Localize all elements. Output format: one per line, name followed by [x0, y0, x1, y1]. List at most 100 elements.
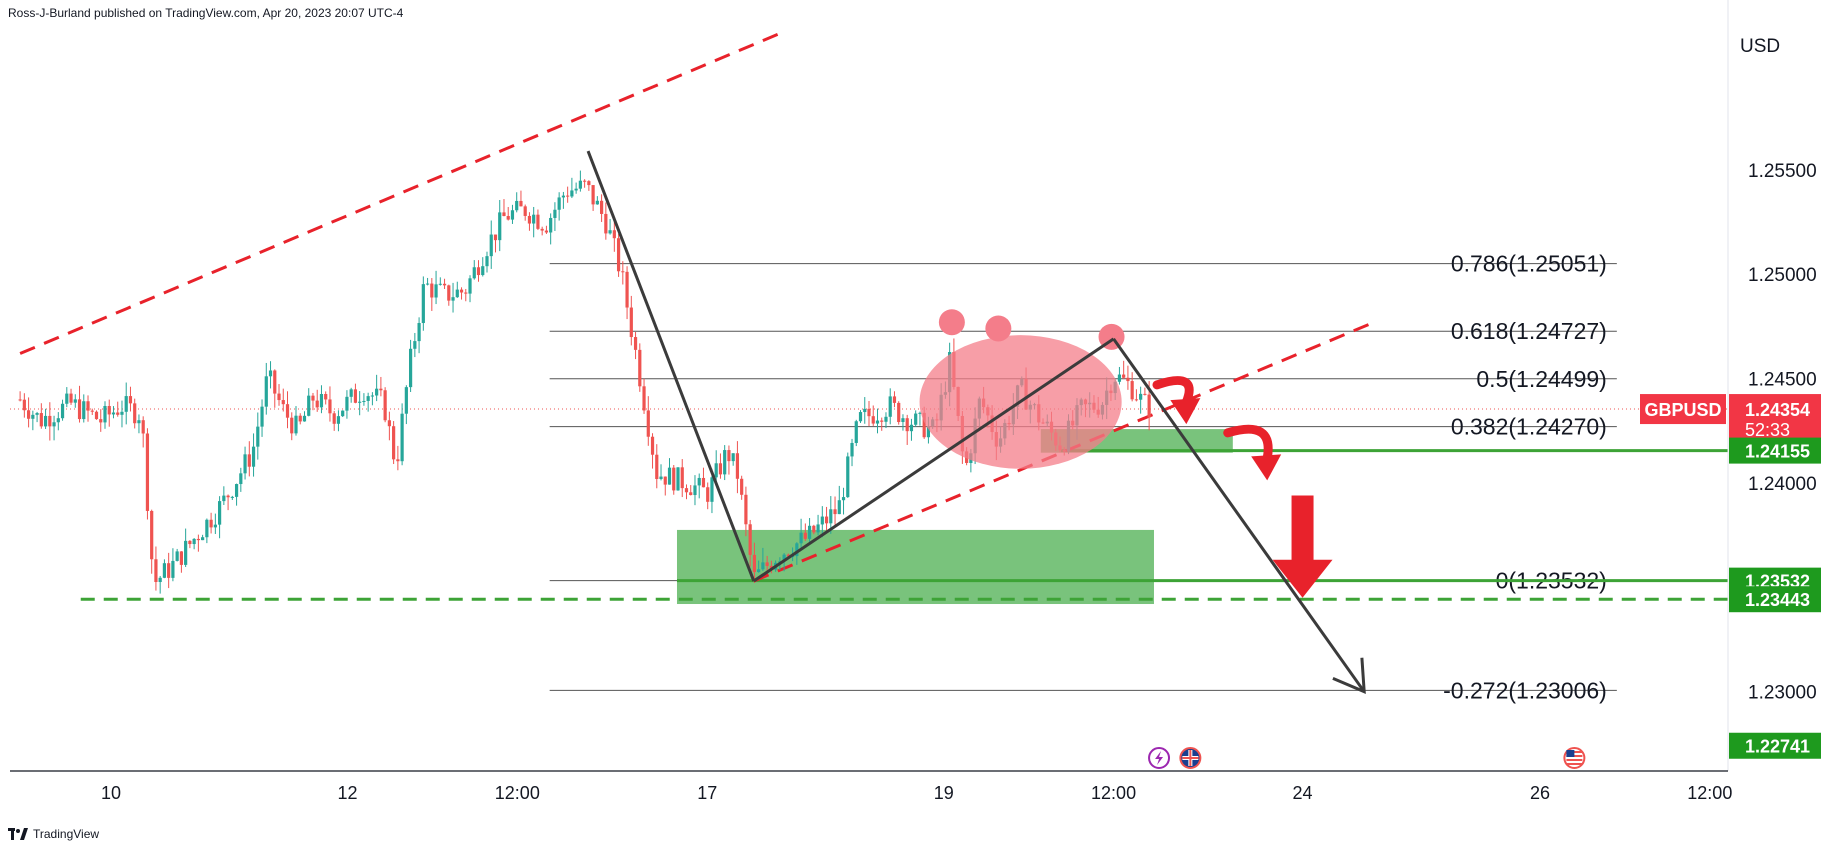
candle-body: [298, 415, 302, 422]
candle-body: [22, 399, 26, 411]
candle-body: [116, 412, 120, 415]
candle-body: [175, 551, 179, 561]
candle-body: [807, 525, 812, 539]
candle-body: [370, 395, 374, 397]
candle-body: [574, 188, 578, 191]
candle-body: [65, 393, 69, 404]
fibonacci-retracement[interactable]: 0.786(1.25051) 0.618(1.24727) 0.5(1.24499)…: [549, 251, 1617, 704]
demand-zone-0: [676, 529, 1154, 605]
candle-body: [616, 238, 621, 272]
candle-body: [375, 388, 379, 396]
candle-body: [718, 463, 723, 475]
candle-body: [667, 467, 672, 485]
candle-body: [408, 348, 413, 388]
candle-body: [430, 283, 434, 298]
candle-body: [816, 524, 820, 533]
candle-body: [858, 412, 863, 422]
level-tag-4: [1729, 732, 1821, 759]
candle-body: [383, 390, 387, 421]
candle-body: [413, 341, 417, 349]
candle-body: [892, 396, 897, 403]
candle-body: [404, 387, 408, 414]
time-tick-1: 12: [338, 783, 358, 803]
candle-body: [447, 285, 451, 301]
candle-body: [595, 200, 599, 205]
candle-body: [1143, 393, 1147, 395]
time-tick-5: 12:00: [1091, 783, 1136, 803]
candle-body: [294, 415, 298, 434]
candle-body: [744, 494, 748, 525]
candle-body: [1126, 377, 1130, 382]
fib-level-label-3: 0.382(1.24270): [1451, 414, 1607, 440]
currency-label: USD: [1740, 36, 1780, 57]
candle-body: [18, 399, 22, 401]
pattern-line-1: [752, 337, 1115, 583]
candle-body: [485, 256, 489, 267]
candle-body: [599, 200, 604, 214]
curved-arrow-head-icon-1: [1251, 454, 1282, 481]
candle-body: [247, 454, 251, 467]
candle-body: [481, 266, 485, 276]
candle-body: [243, 454, 247, 474]
candle-body: [145, 433, 150, 511]
candle-body: [914, 413, 918, 425]
candle-body: [48, 415, 52, 427]
candle-body: [786, 554, 790, 557]
candle-body: [566, 195, 570, 197]
candle-body: [69, 393, 73, 403]
candle-body: [901, 418, 905, 423]
candle-body: [302, 415, 307, 422]
candle-body: [888, 396, 892, 417]
candle-body: [256, 426, 260, 447]
candle-body: [345, 396, 349, 411]
price-chart[interactable]: 0.786(1.25051) 0.618(1.24727) 0.5(1.24499)…: [0, 0, 1834, 822]
candle-body: [179, 551, 183, 565]
candle-body: [871, 416, 875, 424]
candle-body: [239, 473, 243, 485]
annotations[interactable]: [586, 150, 1586, 769]
candle-body: [884, 416, 888, 422]
candle-body: [162, 563, 167, 578]
time-tick-8: 12:00: [1687, 783, 1732, 803]
candle-body: [863, 408, 867, 413]
candle-body: [833, 509, 837, 515]
candle-body: [281, 400, 285, 405]
candle-body: [714, 463, 718, 478]
candle-body: [710, 477, 714, 502]
curved-arrow-0: [1152, 376, 1194, 407]
candle-body: [268, 370, 273, 377]
candle-body: [56, 418, 60, 423]
candle-body: [451, 297, 455, 301]
candle-body: [94, 411, 99, 420]
candle-body: [434, 284, 438, 298]
candle-body: [43, 415, 48, 427]
candle-body: [515, 200, 519, 211]
candle-body: [841, 497, 846, 501]
candle-body: [290, 417, 294, 434]
trend-lines[interactable]: [10, 32, 1728, 601]
top-marker-0: [938, 309, 965, 336]
candle-body: [655, 454, 659, 480]
candle-body: [234, 484, 239, 497]
us-flag-canton-icon: [1566, 750, 1575, 757]
rising-trendline: [19, 32, 779, 355]
candle-body: [740, 478, 744, 495]
candle-body: [150, 510, 154, 560]
candle-body: [812, 525, 816, 533]
candle-body: [39, 413, 43, 427]
candle-body: [731, 453, 735, 462]
candle-body: [527, 215, 532, 224]
candle-body: [532, 214, 536, 224]
candle-body: [226, 495, 230, 498]
candle-body: [727, 450, 731, 462]
price-tick-5: 1.23000: [1748, 683, 1817, 704]
countdown-label: 52:33: [1745, 420, 1790, 440]
candle-body: [905, 418, 909, 432]
candle-body: [154, 559, 158, 583]
publisher-header: Ross-J-Burland published on TradingView.…: [8, 6, 404, 20]
candle-body: [846, 456, 850, 498]
footer-brand-label: TradingView: [33, 827, 100, 841]
symbol-tag: [1640, 394, 1726, 425]
candle-body: [455, 289, 459, 298]
time-tick-6: 24: [1293, 783, 1313, 803]
